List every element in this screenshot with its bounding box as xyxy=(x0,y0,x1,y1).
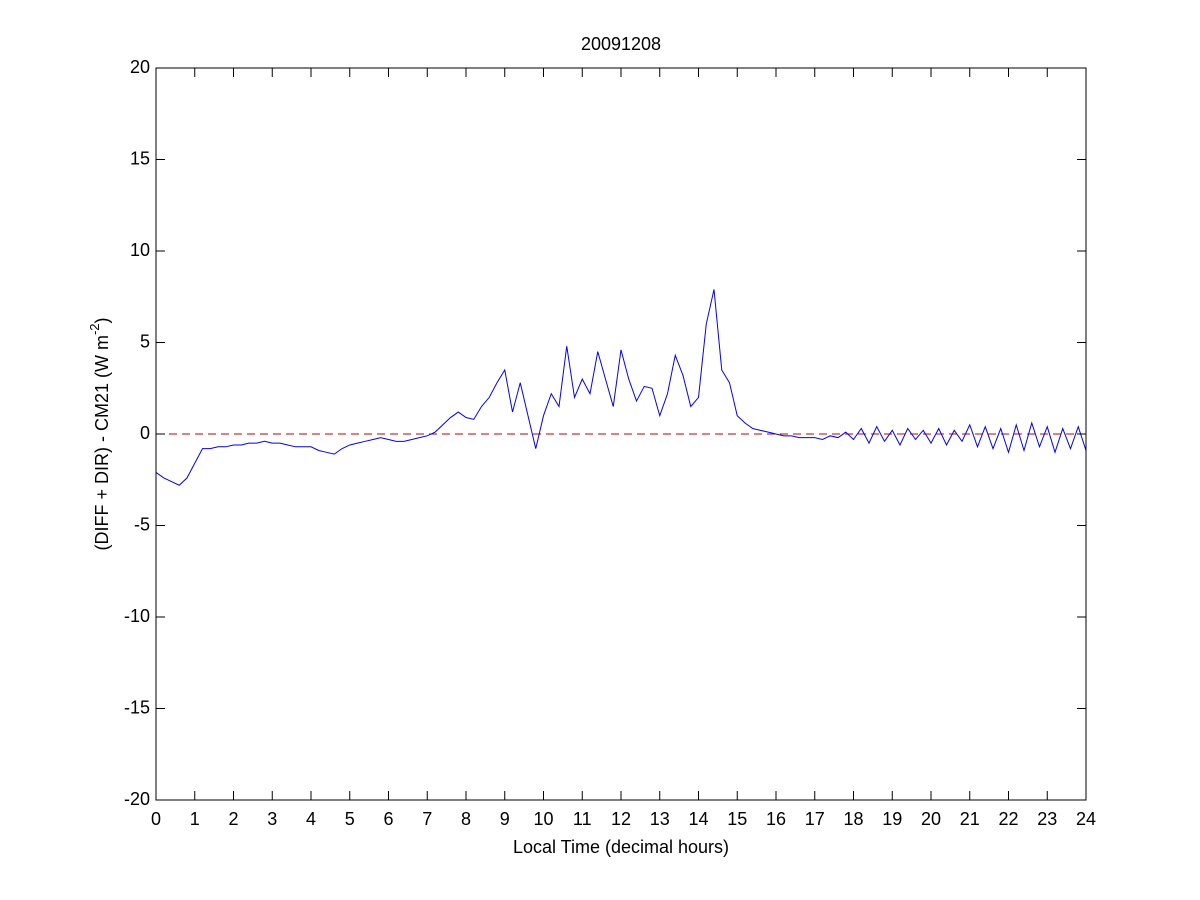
x-tick-label: 8 xyxy=(461,809,471,829)
x-tick-label: 10 xyxy=(533,809,553,829)
data-line xyxy=(155,289,1087,486)
x-tick-label: 23 xyxy=(1037,809,1057,829)
y-axis-label-sup: -2 xyxy=(87,323,102,335)
x-tick-label: 17 xyxy=(805,809,825,829)
x-tick-label: 2 xyxy=(228,809,238,829)
x-tick-label: 18 xyxy=(843,809,863,829)
x-tick-label: 14 xyxy=(688,809,708,829)
x-tick-label: 11 xyxy=(573,809,592,829)
x-tick-label: 4 xyxy=(306,809,316,829)
x-tick-label: 7 xyxy=(422,809,432,829)
y-axis-label-end: ) xyxy=(92,317,112,323)
y-axis-label-text: (DIFF + DIR) - CM21 (W m xyxy=(92,335,112,550)
x-tick-label: 6 xyxy=(383,809,393,829)
x-tick-label: 16 xyxy=(766,809,786,829)
x-tick-label: 1 xyxy=(190,809,200,829)
y-axis-label: (DIFF + DIR) - CM21 (W m-2) xyxy=(87,317,111,550)
y-tick-label: 10 xyxy=(130,240,150,260)
x-tick-label: 3 xyxy=(267,809,277,829)
x-axis-label: Local Time (decimal hours) xyxy=(513,837,729,857)
x-tick-label: 9 xyxy=(500,809,510,829)
x-tick-label: 15 xyxy=(727,809,747,829)
x-tick-label: 5 xyxy=(345,809,355,829)
x-tick-label: 19 xyxy=(882,809,902,829)
x-tick-label: 21 xyxy=(960,809,980,829)
x-tick-label: 22 xyxy=(998,809,1018,829)
y-tick-label: -15 xyxy=(124,697,150,717)
y-tick-label: -20 xyxy=(124,789,150,809)
x-tick-label: 12 xyxy=(611,809,631,829)
y-tick-label: 15 xyxy=(130,148,150,168)
x-tick-label: 20 xyxy=(921,809,941,829)
y-tick-label: 20 xyxy=(130,57,150,77)
x-tick-label: 0 xyxy=(151,809,161,829)
chart-title: 20091208 xyxy=(581,34,661,54)
y-tick-label: -5 xyxy=(134,514,150,534)
x-tick-label: 24 xyxy=(1076,809,1096,829)
x-tick-label: 13 xyxy=(650,809,670,829)
y-tick-label: 0 xyxy=(140,423,150,443)
y-tick-label: 5 xyxy=(140,331,150,351)
y-tick-label: -10 xyxy=(124,606,150,626)
